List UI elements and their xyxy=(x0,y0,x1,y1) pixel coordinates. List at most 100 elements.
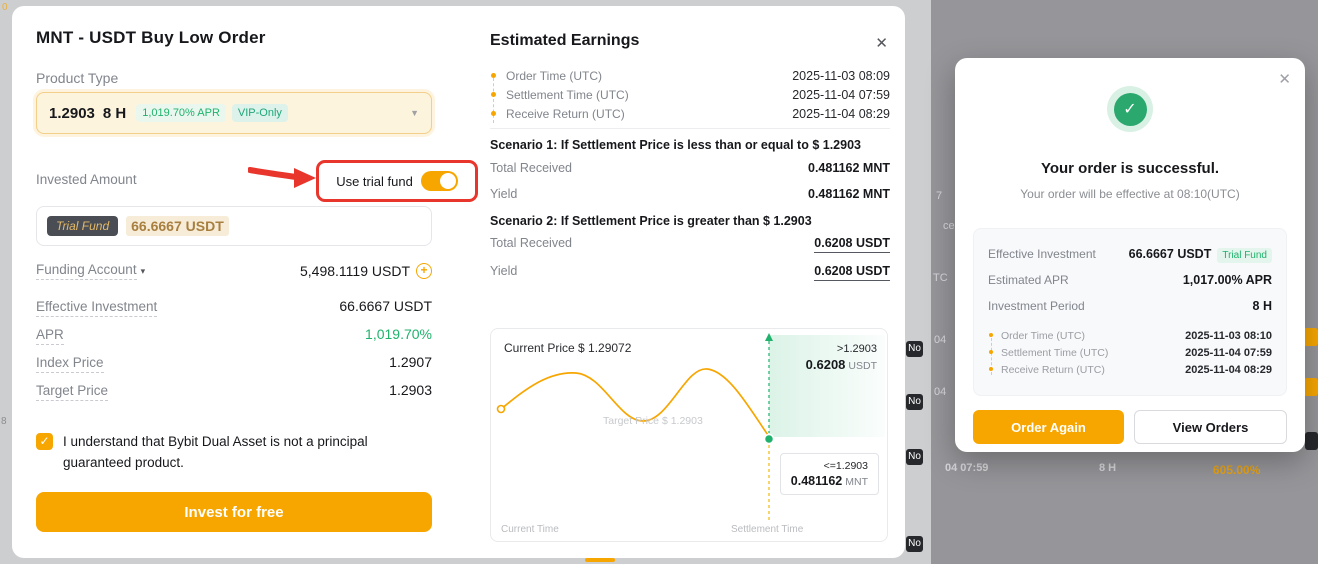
background-fragment: 04 07:59 xyxy=(945,462,989,474)
disclaimer-text: I understand that Bybit Dual Asset is no… xyxy=(63,434,368,470)
receive-return-value: 2025-11-04 08:29 xyxy=(1185,363,1272,376)
settlement-time-value: 2025-11-04 07:59 xyxy=(1185,346,1272,359)
total-received-value: 0.6208 USDT xyxy=(814,236,890,253)
background-fragment xyxy=(1305,432,1318,450)
funding-account-row: Funding Account ▾ 5,498.1119 USDT + xyxy=(36,262,432,280)
receive-return-label: Receive Return (UTC) xyxy=(1001,363,1105,376)
success-check-icon: ✓ xyxy=(1107,86,1153,132)
use-trial-fund-toggle[interactable] xyxy=(420,171,458,191)
effective-investment-label: Effective Investment xyxy=(988,247,1096,261)
close-icon[interactable]: ✕ xyxy=(875,35,888,52)
apr-value: 1,019.70% xyxy=(365,326,432,342)
timeline-row: Receive Return (UTC) 2025-11-04 08:29 xyxy=(988,361,1272,378)
timeline-row: Order Time (UTC) 2025-11-03 08:09 xyxy=(490,66,890,85)
receive-return-label: Receive Return (UTC) xyxy=(506,106,625,121)
timeline-connector xyxy=(990,338,992,375)
total-received-label: Total Received xyxy=(490,161,572,175)
deposit-plus-icon[interactable]: + xyxy=(416,263,432,279)
success-screenshot-bg: 7 ce TC 04 04 04 07:59 8 H 605.00% ✕ ✓ Y… xyxy=(931,0,1318,564)
funding-account-dropdown[interactable]: Funding Account xyxy=(36,262,137,280)
scenario1-title: Scenario 1: If Settlement Price is less … xyxy=(490,138,861,152)
investment-period-value: 8 H xyxy=(1252,299,1272,313)
detail-row: Effective Investment 66.6667 USDT Trial F… xyxy=(988,241,1272,267)
settlement-time-label: Settlement Time (UTC) xyxy=(506,87,629,102)
order-success-modal: ✕ ✓ Your order is successful. Your order… xyxy=(955,58,1305,452)
order-time-value: 2025-11-03 08:10 xyxy=(1185,329,1272,342)
product-type-label: Product Type xyxy=(36,70,119,86)
view-orders-button[interactable]: View Orders xyxy=(1134,410,1287,444)
divider xyxy=(490,128,890,129)
downside-unit: MNT xyxy=(845,476,868,488)
chevron-down-icon: ▼ xyxy=(410,108,419,118)
x-axis-current-time: Current Time xyxy=(501,524,559,535)
yield-value: 0.481162 MNT xyxy=(808,187,890,201)
total-received-label: Total Received xyxy=(490,236,572,250)
timeline-row: Settlement Time (UTC) 2025-11-04 07:59 xyxy=(490,85,890,104)
detail-row: APR 1,019.70% xyxy=(36,326,432,345)
effective-investment-value: 66.6667 USDT Trial Fund xyxy=(1129,247,1272,263)
use-trial-fund-label: Use trial fund xyxy=(336,173,413,189)
x-axis-settlement-time: Settlement Time xyxy=(731,524,804,535)
scenario1-yield-row: Yield 0.481162 MNT xyxy=(490,187,890,201)
investment-period-label: Investment Period xyxy=(988,299,1085,313)
annotation-arrow-icon xyxy=(248,167,316,188)
order-again-button[interactable]: Order Again xyxy=(973,410,1124,444)
total-received-value: 0.481162 MNT xyxy=(808,161,890,175)
detail-row: Estimated APR 1,017.00% APR xyxy=(988,267,1272,293)
apr-label: APR xyxy=(36,327,64,345)
receive-return-value: 2025-11-04 08:29 xyxy=(792,106,890,121)
background-fragment: 04 xyxy=(934,386,947,398)
timeline-dot-icon xyxy=(989,333,993,337)
estimated-apr-value: 1,017.00% APR xyxy=(1182,273,1272,287)
detail-row: Investment Period 8 H xyxy=(988,293,1272,319)
target-price-label: Target Price xyxy=(36,383,109,401)
disclaimer-checkbox[interactable]: ✓ xyxy=(36,433,53,450)
background-fragment: 8 xyxy=(1,416,7,427)
downside-condition: <=1.2903 xyxy=(823,460,868,472)
timeline-dot-icon xyxy=(491,73,496,78)
toggle-knob xyxy=(439,173,456,189)
scenario1-total-received-row: Total Received 0.481162 MNT xyxy=(490,161,890,175)
background-fragment xyxy=(585,558,615,562)
order-form-title: MNT - USDT Buy Low Order xyxy=(36,28,266,47)
order-form: MNT - USDT Buy Low Order Product Type 1.… xyxy=(36,6,478,558)
success-timeline: Order Time (UTC) 2025-11-03 08:10 Settle… xyxy=(988,327,1272,378)
downside-payout: <=1.2903 0.481162 MNT xyxy=(779,453,879,495)
timeline-dot-icon xyxy=(491,111,496,116)
background-fragment: No xyxy=(906,341,923,357)
background-fragment: ce xyxy=(943,220,955,232)
estimated-apr-label: Estimated APR xyxy=(988,273,1069,287)
success-title: Your order is successful. xyxy=(1040,160,1220,177)
annotation-highlight-box: Use trial fund xyxy=(316,160,478,202)
invest-for-free-button[interactable]: Invest for free xyxy=(36,492,432,532)
yield-value: 0.6208 USDT xyxy=(814,264,890,281)
product-type-selector[interactable]: 1.2903 8 H 1,019.70% APR VIP-Only ▼ xyxy=(36,92,432,134)
funding-account-balance: 5,498.1119 USDT xyxy=(300,263,410,279)
earnings-timeline: Order Time (UTC) 2025-11-03 08:09 Settle… xyxy=(490,66,890,123)
trial-fund-badge: Trial Fund xyxy=(47,216,119,236)
downside-amount: 0.481162 xyxy=(790,474,843,488)
background-fragment: No xyxy=(906,394,923,410)
close-icon[interactable]: ✕ xyxy=(1278,71,1291,88)
background-fragment: 8 H xyxy=(1099,462,1117,474)
timeline-connector xyxy=(493,78,494,123)
invested-amount-input[interactable]: Trial Fund 66.6667 USDT xyxy=(36,206,432,246)
detail-row: Effective Investment 66.6667 USDT xyxy=(36,298,432,317)
arrow-up-icon xyxy=(765,333,773,341)
scenario2-title: Scenario 2: If Settlement Price is great… xyxy=(490,214,812,228)
timeline-row: Receive Return (UTC) 2025-11-04 08:29 xyxy=(490,104,890,123)
timeline-dot-icon xyxy=(491,92,496,97)
settlement-time-value: 2025-11-04 07:59 xyxy=(792,87,890,102)
success-buttons-row: Order Again View Orders xyxy=(973,410,1287,444)
price-start-dot xyxy=(496,404,506,414)
estimated-earnings-title: Estimated Earnings xyxy=(490,32,640,49)
trial-fund-badge: Trial Fund xyxy=(1217,248,1272,263)
index-price-label: Index Price xyxy=(36,355,104,373)
target-price-value: 1.2903 xyxy=(389,382,432,398)
background-fragment: TC xyxy=(933,272,948,284)
upside-region xyxy=(769,335,885,437)
disclaimer-row: ✓ I understand that Bybit Dual Asset is … xyxy=(36,432,416,474)
background-fragment xyxy=(1303,328,1318,346)
order-time-value: 2025-11-03 08:09 xyxy=(792,68,890,83)
